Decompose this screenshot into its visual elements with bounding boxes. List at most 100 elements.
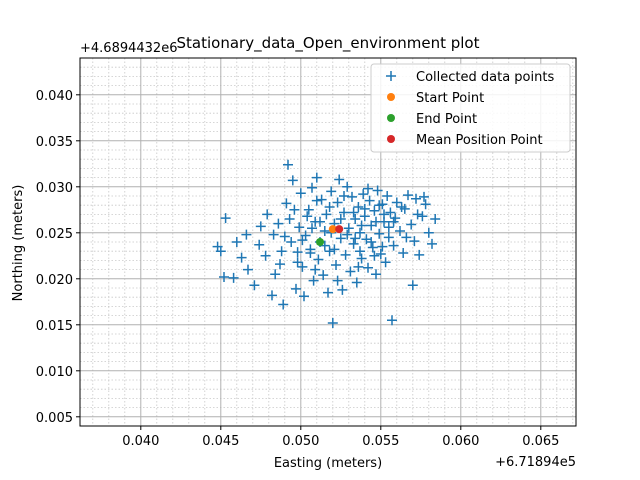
data-point <box>351 277 362 288</box>
x-axis-label: Easting (meters) <box>274 456 382 471</box>
data-point <box>398 248 409 259</box>
y-tick-label: 0.010 <box>36 365 73 380</box>
data-point <box>323 287 333 298</box>
data-point <box>297 235 308 246</box>
data-point <box>292 257 303 268</box>
data-point <box>311 172 322 183</box>
data-point <box>369 205 380 216</box>
data-point <box>347 191 357 202</box>
data-point <box>335 225 344 234</box>
data-point <box>255 221 266 232</box>
data-point <box>356 220 367 231</box>
data-point <box>377 241 388 252</box>
data-point <box>363 183 373 194</box>
data-point <box>417 211 428 222</box>
y-offset-label: +4.6894432e6 <box>80 41 177 56</box>
data-point <box>401 232 412 243</box>
data-point <box>328 225 337 234</box>
data-point <box>260 250 271 261</box>
data-point <box>364 195 375 206</box>
data-point <box>215 246 226 257</box>
data-point <box>355 227 365 238</box>
legend-label: Mean Position Point <box>416 133 543 148</box>
data-point <box>359 203 370 214</box>
data-point <box>350 214 361 224</box>
legend-label: Start Point <box>416 91 484 106</box>
data-point <box>403 190 413 201</box>
data-point <box>291 283 301 294</box>
data-point <box>308 275 319 286</box>
data-point <box>292 247 303 258</box>
data-point <box>374 228 385 239</box>
series-end-point <box>316 238 324 246</box>
data-point <box>420 199 431 210</box>
data-point <box>335 214 346 224</box>
data-point <box>278 299 289 310</box>
x-tick-label: 0.040 <box>122 434 159 449</box>
data-point <box>339 207 349 218</box>
data-point <box>371 216 381 227</box>
data-point <box>339 191 349 201</box>
data-point <box>355 246 365 257</box>
data-point <box>334 174 345 185</box>
data-point <box>423 227 434 238</box>
data-point <box>353 202 364 213</box>
data-point <box>241 229 252 240</box>
data-point <box>353 261 364 272</box>
y-tick-label: 0.005 <box>36 411 73 426</box>
data-point <box>297 261 308 272</box>
data-point <box>270 269 281 280</box>
data-point <box>350 233 361 244</box>
x-tick-label: 0.065 <box>522 434 559 449</box>
data-point <box>414 249 425 260</box>
data-point <box>388 216 399 227</box>
data-point <box>315 216 325 227</box>
data-point <box>419 191 429 202</box>
y-tick-label: 0.020 <box>36 273 73 288</box>
data-point <box>321 209 332 220</box>
data-point <box>231 237 242 247</box>
data-point <box>371 269 381 280</box>
y-tick-label: 0.035 <box>36 135 73 150</box>
data-point <box>249 280 260 291</box>
data-point <box>411 193 421 204</box>
data-point <box>375 248 386 259</box>
data-point <box>343 223 354 234</box>
data-point <box>427 238 437 249</box>
data-point <box>302 211 313 222</box>
data-point <box>279 231 290 242</box>
data-point <box>286 237 297 247</box>
data-point <box>303 204 314 215</box>
data-point <box>329 244 340 255</box>
data-point <box>332 197 343 208</box>
data-point <box>275 259 285 270</box>
data-point <box>313 254 324 265</box>
x-offset-label: +6.71894e5 <box>495 455 576 470</box>
data-point <box>348 238 359 249</box>
data-point <box>387 315 397 326</box>
data-point <box>388 240 399 251</box>
data-point <box>219 271 229 282</box>
data-point <box>379 209 389 220</box>
data-point <box>307 182 317 193</box>
data-point <box>395 225 405 236</box>
y-tick-label: 0.030 <box>36 181 73 196</box>
data-point <box>276 246 287 257</box>
data-point <box>385 207 396 218</box>
data-point <box>332 275 343 286</box>
data-point <box>310 264 321 275</box>
data-point <box>412 209 423 220</box>
x-tick-label: 0.055 <box>362 434 399 449</box>
data-point <box>396 202 407 213</box>
data-point <box>228 272 239 283</box>
data-point <box>324 246 335 257</box>
data-point <box>367 242 378 253</box>
data-point <box>326 186 337 197</box>
legend-box <box>370 63 571 153</box>
y-tick-label: 0.025 <box>36 227 73 242</box>
data-point <box>299 291 309 302</box>
plot-frame <box>79 57 577 427</box>
data-point <box>356 253 367 264</box>
data-point <box>383 232 394 243</box>
series-start-point <box>328 225 337 234</box>
